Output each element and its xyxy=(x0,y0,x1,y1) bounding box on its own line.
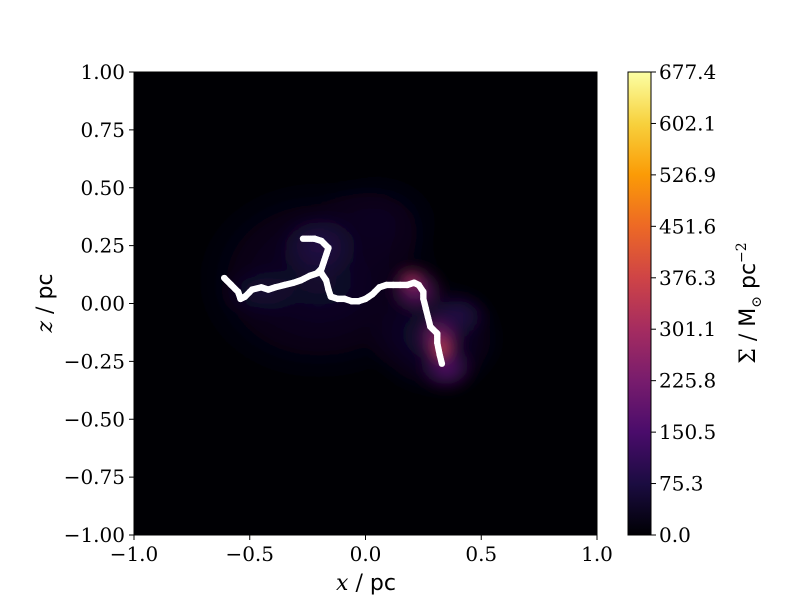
y-tick-label: 0.25 xyxy=(80,234,125,258)
track-point xyxy=(258,284,265,291)
y-tick-label: 0.75 xyxy=(80,118,125,142)
track-point xyxy=(376,284,383,291)
track-point xyxy=(362,295,369,303)
track-point xyxy=(322,251,330,259)
density-clump xyxy=(277,210,361,281)
y-tick-label: 0.00 xyxy=(80,292,125,316)
x-axis-label: x / pc xyxy=(336,571,396,596)
y-tick-label: 1.00 xyxy=(80,60,125,84)
track-point xyxy=(234,288,242,296)
track-point xyxy=(299,235,307,242)
x-tick-label: 0.5 xyxy=(465,542,497,566)
colorbar-label-sub: ⊙ xyxy=(749,296,765,308)
track-point xyxy=(434,339,441,347)
colorbar-label: Σ / M⊙ pc−2 xyxy=(734,242,765,363)
colorbar-label-exp: −2 xyxy=(734,242,750,263)
colorbar-tick-label: 526.9 xyxy=(659,163,716,187)
track-point xyxy=(318,270,325,277)
colorbar-tick-label: 376.3 xyxy=(659,266,716,290)
track-point xyxy=(427,323,434,330)
colorbar-label-unit2: pc xyxy=(736,263,761,296)
colorbar-label-unit: M xyxy=(736,308,761,327)
x-axis-label-sep: / xyxy=(348,571,369,596)
colorbar-label-symbol: Σ xyxy=(736,348,761,364)
plot-area xyxy=(133,71,598,536)
track-point xyxy=(424,314,432,321)
track-point xyxy=(420,288,427,296)
track-point xyxy=(436,351,443,358)
track-point xyxy=(290,279,297,286)
x-axis-label-unit: pc xyxy=(370,571,396,596)
track-point xyxy=(434,330,441,337)
y-tick-label: −1.00 xyxy=(64,523,125,547)
y-tick-label: −0.75 xyxy=(64,465,125,489)
track-point xyxy=(327,293,334,300)
track-point xyxy=(306,272,314,279)
track-point xyxy=(415,281,422,289)
y-axis-label-var: z xyxy=(33,321,58,334)
track-point xyxy=(390,281,397,289)
track-point xyxy=(322,277,330,284)
y-tick-label: −0.25 xyxy=(64,349,125,373)
track-point xyxy=(383,281,390,289)
track-point xyxy=(318,265,325,272)
colorbar-gradient xyxy=(627,71,652,536)
y-axis-label-unit: pc xyxy=(33,273,58,299)
colorbar-tick-label: 301.1 xyxy=(659,317,716,341)
track-point xyxy=(422,304,429,312)
track-point xyxy=(355,297,362,305)
y-tick-label: −0.50 xyxy=(64,407,125,431)
colorbar-tick-label: 225.8 xyxy=(659,369,716,393)
track-point xyxy=(420,295,427,303)
track-point xyxy=(311,235,318,242)
track-point xyxy=(318,237,325,245)
track-point xyxy=(221,274,228,282)
y-axis-ticks: 1.00 0.75 0.50 0.25 0.00 −0.25 −0.50 −0.75 −1.00 xyxy=(64,60,134,547)
colorbar-tick-label: 451.6 xyxy=(659,214,716,238)
track-point xyxy=(228,281,235,289)
x-axis-ticks: −1.0 −0.5 0.0 0.5 1.0 xyxy=(110,535,613,566)
track-layer xyxy=(221,235,446,367)
track-point xyxy=(341,295,348,303)
colorbar: 677.4 602.1 526.9 451.6 376.3 301.1 225.8 150.5… xyxy=(627,60,765,547)
density-clump xyxy=(425,291,491,339)
colorbar-tick-label: 75.3 xyxy=(659,472,704,496)
track-point xyxy=(334,295,341,303)
track-point xyxy=(297,277,304,284)
track-point xyxy=(272,284,279,291)
y-axis-label: z / pc xyxy=(33,273,58,333)
colorbar-tick-label: 677.4 xyxy=(659,60,716,84)
track-point xyxy=(313,270,321,277)
track-point xyxy=(265,286,272,293)
track-point xyxy=(397,281,404,289)
track-point xyxy=(241,293,249,300)
x-axis-label-var: x xyxy=(336,571,349,596)
track-point xyxy=(325,244,332,252)
track-point xyxy=(403,281,411,289)
track-point xyxy=(281,281,288,289)
track-point xyxy=(325,286,332,293)
track-point xyxy=(348,297,355,305)
x-tick-label: −0.5 xyxy=(225,542,274,566)
colorbar-tick-label: 602.1 xyxy=(659,111,716,135)
y-tick-label: 0.50 xyxy=(80,176,125,200)
colorbar-label-sep: / xyxy=(736,327,761,348)
track-point xyxy=(369,291,376,298)
track-point xyxy=(248,286,256,293)
density-layer xyxy=(191,171,505,397)
track-point xyxy=(438,360,446,367)
colorbar-ticks: 677.4 602.1 526.9 451.6 376.3 301.1 225.8 150.5… xyxy=(651,60,716,547)
y-axis-label-sep: / xyxy=(33,300,58,321)
x-tick-label: 1.0 xyxy=(581,542,613,566)
density-clump xyxy=(219,264,303,320)
colorbar-tick-label: 0.0 xyxy=(659,523,691,547)
track-point xyxy=(320,258,328,266)
colorbar-tick-label: 150.5 xyxy=(659,420,716,444)
x-tick-label: 0.0 xyxy=(350,542,382,566)
x-tick-label: −1.0 xyxy=(110,542,159,566)
